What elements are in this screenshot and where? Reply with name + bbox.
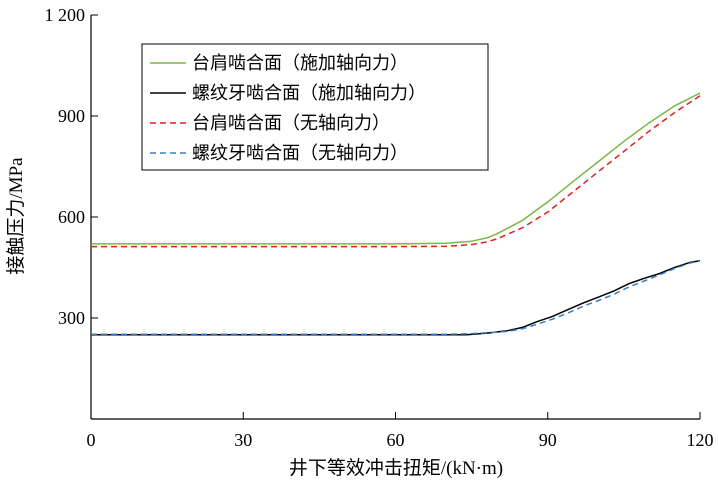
series-line-shoulder-no-axial — [91, 95, 701, 248]
x-tick-label: 90 — [539, 430, 557, 450]
series-line-thread-axial — [91, 260, 701, 336]
y-tick-label: 600 — [58, 207, 85, 227]
y-tick-label: 1 200 — [45, 5, 86, 25]
x-tick-label: 120 — [687, 430, 714, 450]
x-tick-label: 0 — [87, 430, 96, 450]
y-tick-label: 900 — [58, 106, 85, 126]
series-line-shoulder-axial — [91, 92, 701, 245]
series-layer — [91, 92, 701, 336]
legend-box — [141, 43, 489, 171]
x-axis-title: 井下等效冲击扭矩/(kN·m) — [289, 457, 503, 479]
y-axis-ticks: 300 600 900 1 200 — [45, 5, 98, 328]
x-tick-label: 60 — [387, 430, 405, 450]
legend-label-shoulder-no-axial: 台肩啮合面（无轴向力） — [192, 113, 390, 133]
legend-label-thread-axial: 螺纹牙啮合面（施加轴向力） — [192, 83, 426, 103]
legend-label-shoulder-axial: 台肩啮合面（施加轴向力） — [192, 53, 408, 73]
legend-label-thread-no-axial: 螺纹牙啮合面（无轴向力） — [192, 143, 408, 163]
y-axis-title: 接触压力/MPa — [5, 157, 27, 275]
series-line-thread-no-axial — [91, 260, 701, 335]
y-tick-label: 300 — [58, 308, 85, 328]
x-axis-ticks: 0 30 60 90 120 — [87, 412, 714, 450]
x-tick-label: 30 — [234, 430, 252, 450]
legend: 台肩啮合面（施加轴向力） 螺纹牙啮合面（施加轴向力） 台肩啮合面（无轴向力） 螺纹牙啮… — [141, 43, 489, 171]
